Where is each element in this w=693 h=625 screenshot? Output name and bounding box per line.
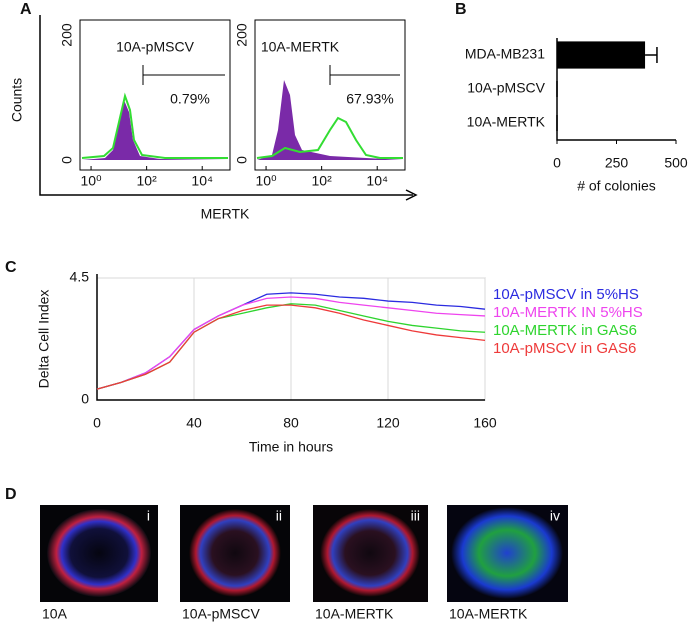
- panel-label: C: [5, 259, 17, 276]
- axes: [96, 274, 485, 401]
- x-tick-label: 10²: [312, 173, 333, 189]
- gate-value: 67.93%: [346, 91, 393, 107]
- acinus: [189, 509, 281, 597]
- series-line: [96, 296, 486, 390]
- panel-d: D: [5, 486, 568, 602]
- y-tick-label: 200: [59, 23, 75, 47]
- x-tick-label: 10⁰: [80, 173, 102, 189]
- bar: [557, 41, 646, 69]
- image-index: iii: [411, 508, 420, 524]
- legend-entry: 10A-pMSCV in GAS6: [493, 340, 636, 357]
- x-label: MERTK: [201, 206, 250, 222]
- panel-label: A: [20, 1, 32, 18]
- legend-entry: 10A-pMSCV in 5%HS: [493, 286, 639, 303]
- plot-frame: [254, 19, 406, 171]
- y-tick-label: 10A-MERTK: [467, 114, 546, 130]
- gate: [329, 65, 400, 85]
- panel-label: B: [455, 1, 467, 18]
- acinus: [47, 509, 151, 597]
- x-tick-label: 0: [553, 155, 561, 171]
- y-tick-label: 10A-pMSCV: [467, 80, 545, 96]
- acinus: [320, 509, 420, 597]
- x-label: # of colonies: [577, 178, 656, 194]
- x-tick-label: 10⁰: [255, 173, 277, 189]
- plot-title: 10A-MERTK: [261, 39, 340, 55]
- gate-value: 0.79%: [170, 91, 210, 107]
- y-tick-label: 0: [81, 391, 89, 407]
- y-tick-label: MDA-MB231: [465, 46, 545, 62]
- y-label: Counts: [9, 78, 25, 122]
- acinus: [451, 507, 563, 599]
- x-tick-label: 500: [664, 155, 688, 171]
- image-index: i: [147, 508, 150, 524]
- image-caption: 10A: [42, 606, 68, 622]
- histogram-stained: [81, 92, 228, 159]
- x-tick-label: 10⁴: [366, 173, 388, 189]
- x-tick-label: 120: [376, 415, 400, 431]
- gate: [142, 65, 225, 85]
- series-line: [96, 304, 486, 390]
- panel-label: D: [5, 486, 17, 503]
- x-tick-label: 40: [186, 415, 202, 431]
- arrow: [405, 189, 418, 201]
- x-tick-label: 160: [473, 415, 497, 431]
- x-tick-label: 10⁴: [191, 173, 213, 189]
- x-tick-label: 0: [93, 415, 101, 431]
- x-tick-label: 10²: [137, 173, 158, 189]
- image-index: ii: [276, 508, 282, 524]
- x-tick-label: 250: [605, 155, 629, 171]
- x-label: Time in hours: [249, 439, 333, 455]
- y-tick-label: 200: [234, 23, 250, 47]
- axes: [39, 15, 413, 196]
- y-label: Delta Cell Index: [36, 290, 52, 389]
- image-caption: 10A-MERTK: [315, 606, 394, 622]
- histogram-control: [257, 80, 403, 160]
- plot-title: 10A-pMSCV: [116, 39, 194, 55]
- histogram-stained: [256, 116, 403, 159]
- panel-a: A Counts MERTK 10A-pMSCV 0.79% 10A-MERTK…: [9, 1, 418, 222]
- image-caption: 10A-pMSCV: [182, 606, 260, 622]
- plot-frame: [79, 19, 231, 171]
- legend-entry: 10A-MERTK in GAS6: [493, 322, 637, 339]
- image-index: iv: [550, 508, 560, 524]
- y-tick-label: 0: [59, 156, 75, 164]
- legend-entry: 10A-MERTK IN 5%HS: [493, 304, 643, 321]
- histogram-control: [82, 100, 228, 160]
- image-caption: 10A-MERTK: [449, 606, 528, 622]
- y-tick-label: 0: [234, 156, 250, 164]
- y-tick-label: 4.5: [70, 269, 90, 285]
- x-tick-label: 80: [283, 415, 299, 431]
- error-bar: [645, 47, 658, 63]
